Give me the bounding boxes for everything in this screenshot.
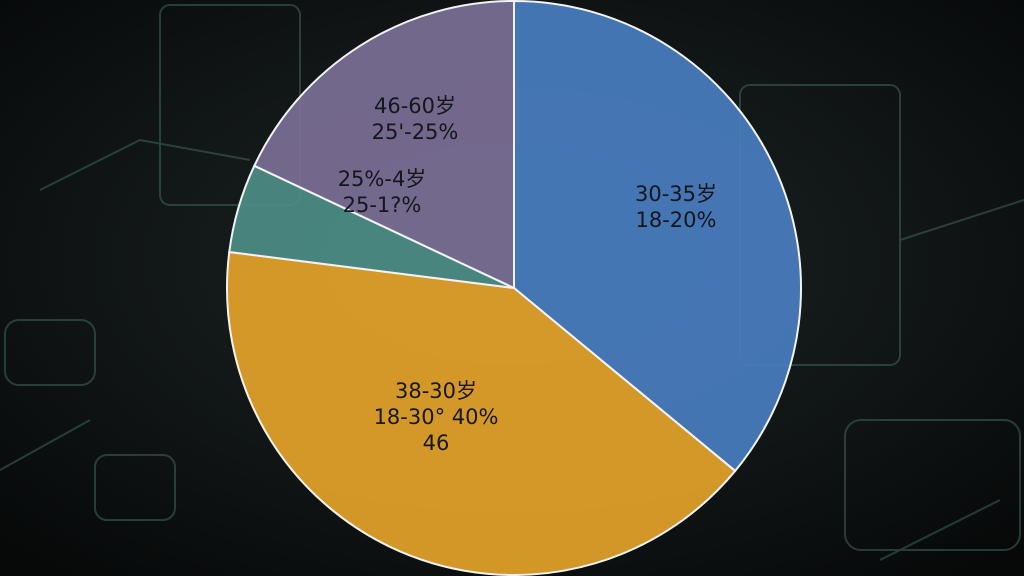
slice-label: 25'-25% — [372, 120, 459, 144]
bg-lines — [0, 138, 1024, 561]
bg-block — [4, 319, 96, 386]
slice-label: 25%-4岁 — [338, 167, 427, 191]
slice-label: 46-60岁 — [374, 94, 456, 118]
slice-label: 18-20% — [636, 208, 717, 232]
pie-slice — [252, 0, 515, 290]
bg-block — [844, 419, 1021, 551]
pie-slice — [513, 0, 802, 473]
slice-label: 30-35岁 — [635, 182, 717, 206]
pie-slice — [226, 250, 737, 576]
slice-label: 25-1?% — [343, 193, 422, 217]
slice-label: 18-30° 40% — [374, 405, 499, 429]
bg-block — [94, 454, 176, 521]
slice-label: 46 — [423, 431, 450, 455]
slice-label: 38-30岁 — [395, 379, 477, 403]
